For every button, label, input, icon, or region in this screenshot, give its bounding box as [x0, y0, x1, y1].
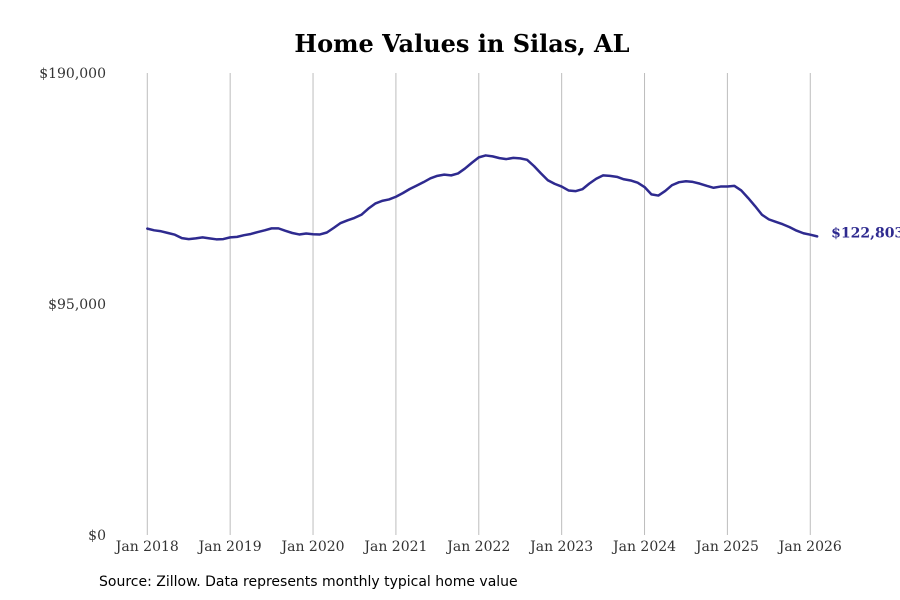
- series-group: $122,803: [146, 154, 900, 241]
- y-tick-label: $190,000: [39, 66, 106, 82]
- chart-title: Home Values in Silas, AL: [294, 29, 629, 58]
- end-value-label: $122,803: [831, 225, 900, 241]
- x-tick-label: Jan 2023: [528, 539, 593, 555]
- x-tick-label: Jan 2021: [362, 539, 427, 555]
- x-tick-label: Jan 2022: [445, 539, 510, 555]
- x-tick-label: Jan 2025: [694, 539, 759, 555]
- x-tick-label: Jan 2019: [197, 539, 262, 555]
- x-tick-label: Jan 2026: [777, 539, 842, 555]
- y-axis: $0 $95,000 $190,000: [39, 66, 106, 544]
- y-tick-label: $95,000: [48, 297, 106, 313]
- x-axis: Jan 2018 Jan 2019 Jan 2020 Jan 2021 Jan 2022…: [114, 539, 842, 555]
- x-tick-label: Jan 2020: [280, 539, 345, 555]
- series-line: [146, 154, 819, 241]
- y-tick-label: $0: [88, 528, 106, 544]
- source-note: Source: Zillow. Data represents monthly …: [99, 574, 518, 590]
- gridlines: [146, 73, 811, 535]
- x-tick-label: Jan 2024: [611, 539, 676, 555]
- x-tick-label: Jan 2018: [114, 539, 179, 555]
